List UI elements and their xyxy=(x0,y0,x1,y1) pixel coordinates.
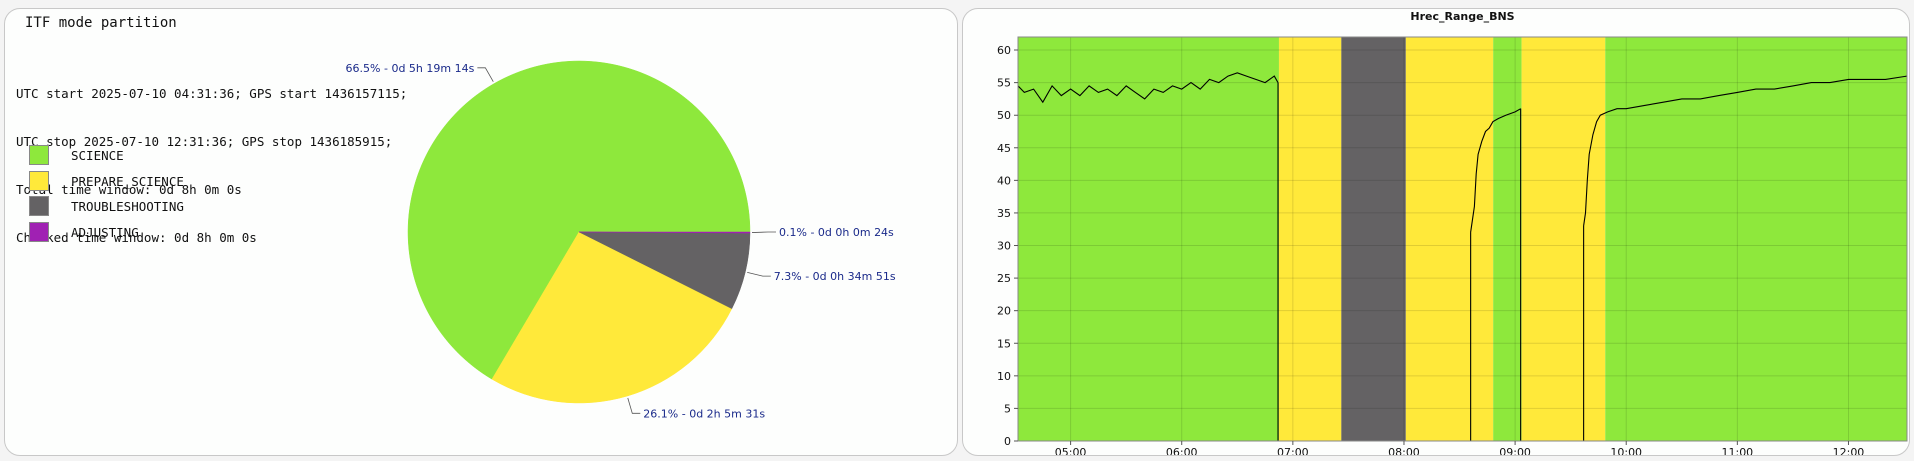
legend-label: TROUBLESHOOTING xyxy=(71,199,184,214)
y-tick-label: 55 xyxy=(997,77,1011,90)
pie-slice-prepare-science xyxy=(491,231,733,404)
legend-swatch xyxy=(29,221,49,242)
range-line-chart: 0 5 10 15 20 25 30 35 40 45 50 55 60 05:00 06:00 07:00 0… xyxy=(997,10,1908,456)
pie-leader-line xyxy=(747,271,771,277)
mode-partition-panel: ITF mode partition UTC start 2025-07-10 … xyxy=(4,8,958,456)
band-troubleshooting xyxy=(1341,37,1406,441)
x-tick-label: 11:00 xyxy=(1721,446,1753,456)
pie-slice-label: 0.1% - 0d 0h 0m 24s xyxy=(779,226,894,239)
y-tick-label: 40 xyxy=(997,174,1011,187)
y-tick-label: 5 xyxy=(1004,402,1011,415)
band-prepare-science xyxy=(1278,37,1342,441)
range-chart-panel: 0 5 10 15 20 25 30 35 40 45 50 55 60 05:00 06:00 07:00 0… xyxy=(962,8,1910,456)
pie-slice-label: 26.1% - 0d 2h 5m 31s xyxy=(643,407,765,420)
pie-slice-adjusting xyxy=(578,231,751,234)
chart-title: Hrec_Range_BNS xyxy=(1410,10,1514,23)
legend-label: PREPARE_SCIENCE xyxy=(71,173,184,189)
x-tick-label: 07:00 xyxy=(1277,446,1309,456)
y-tick-label: 10 xyxy=(997,370,1011,383)
info-line: UTC start 2025-07-10 04:31:36; GPS start… xyxy=(16,86,408,101)
legend-swatch xyxy=(29,170,49,191)
pie-leader-line xyxy=(751,231,776,233)
band-science xyxy=(1018,37,1279,441)
band-prepare-science xyxy=(1405,37,1494,441)
band-science xyxy=(1605,37,1907,441)
x-tick-label: 05:00 xyxy=(1055,446,1087,456)
y-tick-label: 15 xyxy=(997,337,1011,350)
pie-slice-label: 7.3% - 0d 0h 34m 51s xyxy=(774,270,896,283)
y-tick-label: 60 xyxy=(997,44,1011,57)
band-prepare-science xyxy=(1521,37,1606,441)
y-tick-label: 30 xyxy=(997,240,1011,253)
y-tick-label: 0 xyxy=(1004,435,1011,448)
plot-frame xyxy=(1017,36,1908,442)
pie-leader-line xyxy=(627,397,641,414)
x-tick-label: 12:00 xyxy=(1833,446,1865,456)
series-line-segment xyxy=(1470,108,1521,233)
mode-pie-chart: 66.5% - 0d 5h 19m 14s 26.1% - 0d 2h 5m 31… xyxy=(346,60,896,420)
x-tick-label: 06:00 xyxy=(1166,446,1198,456)
pie-leader-line xyxy=(477,67,494,82)
panel-title: ITF mode partition xyxy=(25,15,177,31)
band-science xyxy=(1493,37,1522,441)
pie-slice-science xyxy=(407,60,751,380)
info-line: UTC stop 2025-07-10 12:31:36; GPS stop 1… xyxy=(16,134,393,149)
y-tick-label: 35 xyxy=(997,207,1011,220)
legend-label: ADJUSTING xyxy=(71,224,139,240)
x-tick-label: 09:00 xyxy=(1499,446,1531,456)
y-tick-label: 45 xyxy=(997,142,1011,155)
legend-label: SCIENCE xyxy=(71,148,124,163)
y-tick-label: 20 xyxy=(997,305,1011,318)
info-line: Total time window: 0d 8h 0m 0s xyxy=(16,182,242,197)
series-line-segment xyxy=(1583,75,1908,227)
x-tick-label: 08:00 xyxy=(1388,446,1420,456)
y-tick-label: 50 xyxy=(997,109,1011,122)
pie-slice-label: 66.5% - 0d 5h 19m 14s xyxy=(346,62,475,75)
x-tick-label: 10:00 xyxy=(1610,446,1642,456)
legend-swatch xyxy=(29,196,49,216)
y-tick-label: 25 xyxy=(997,272,1011,285)
legend-swatch xyxy=(29,145,49,165)
series-line-segment xyxy=(1017,72,1279,104)
